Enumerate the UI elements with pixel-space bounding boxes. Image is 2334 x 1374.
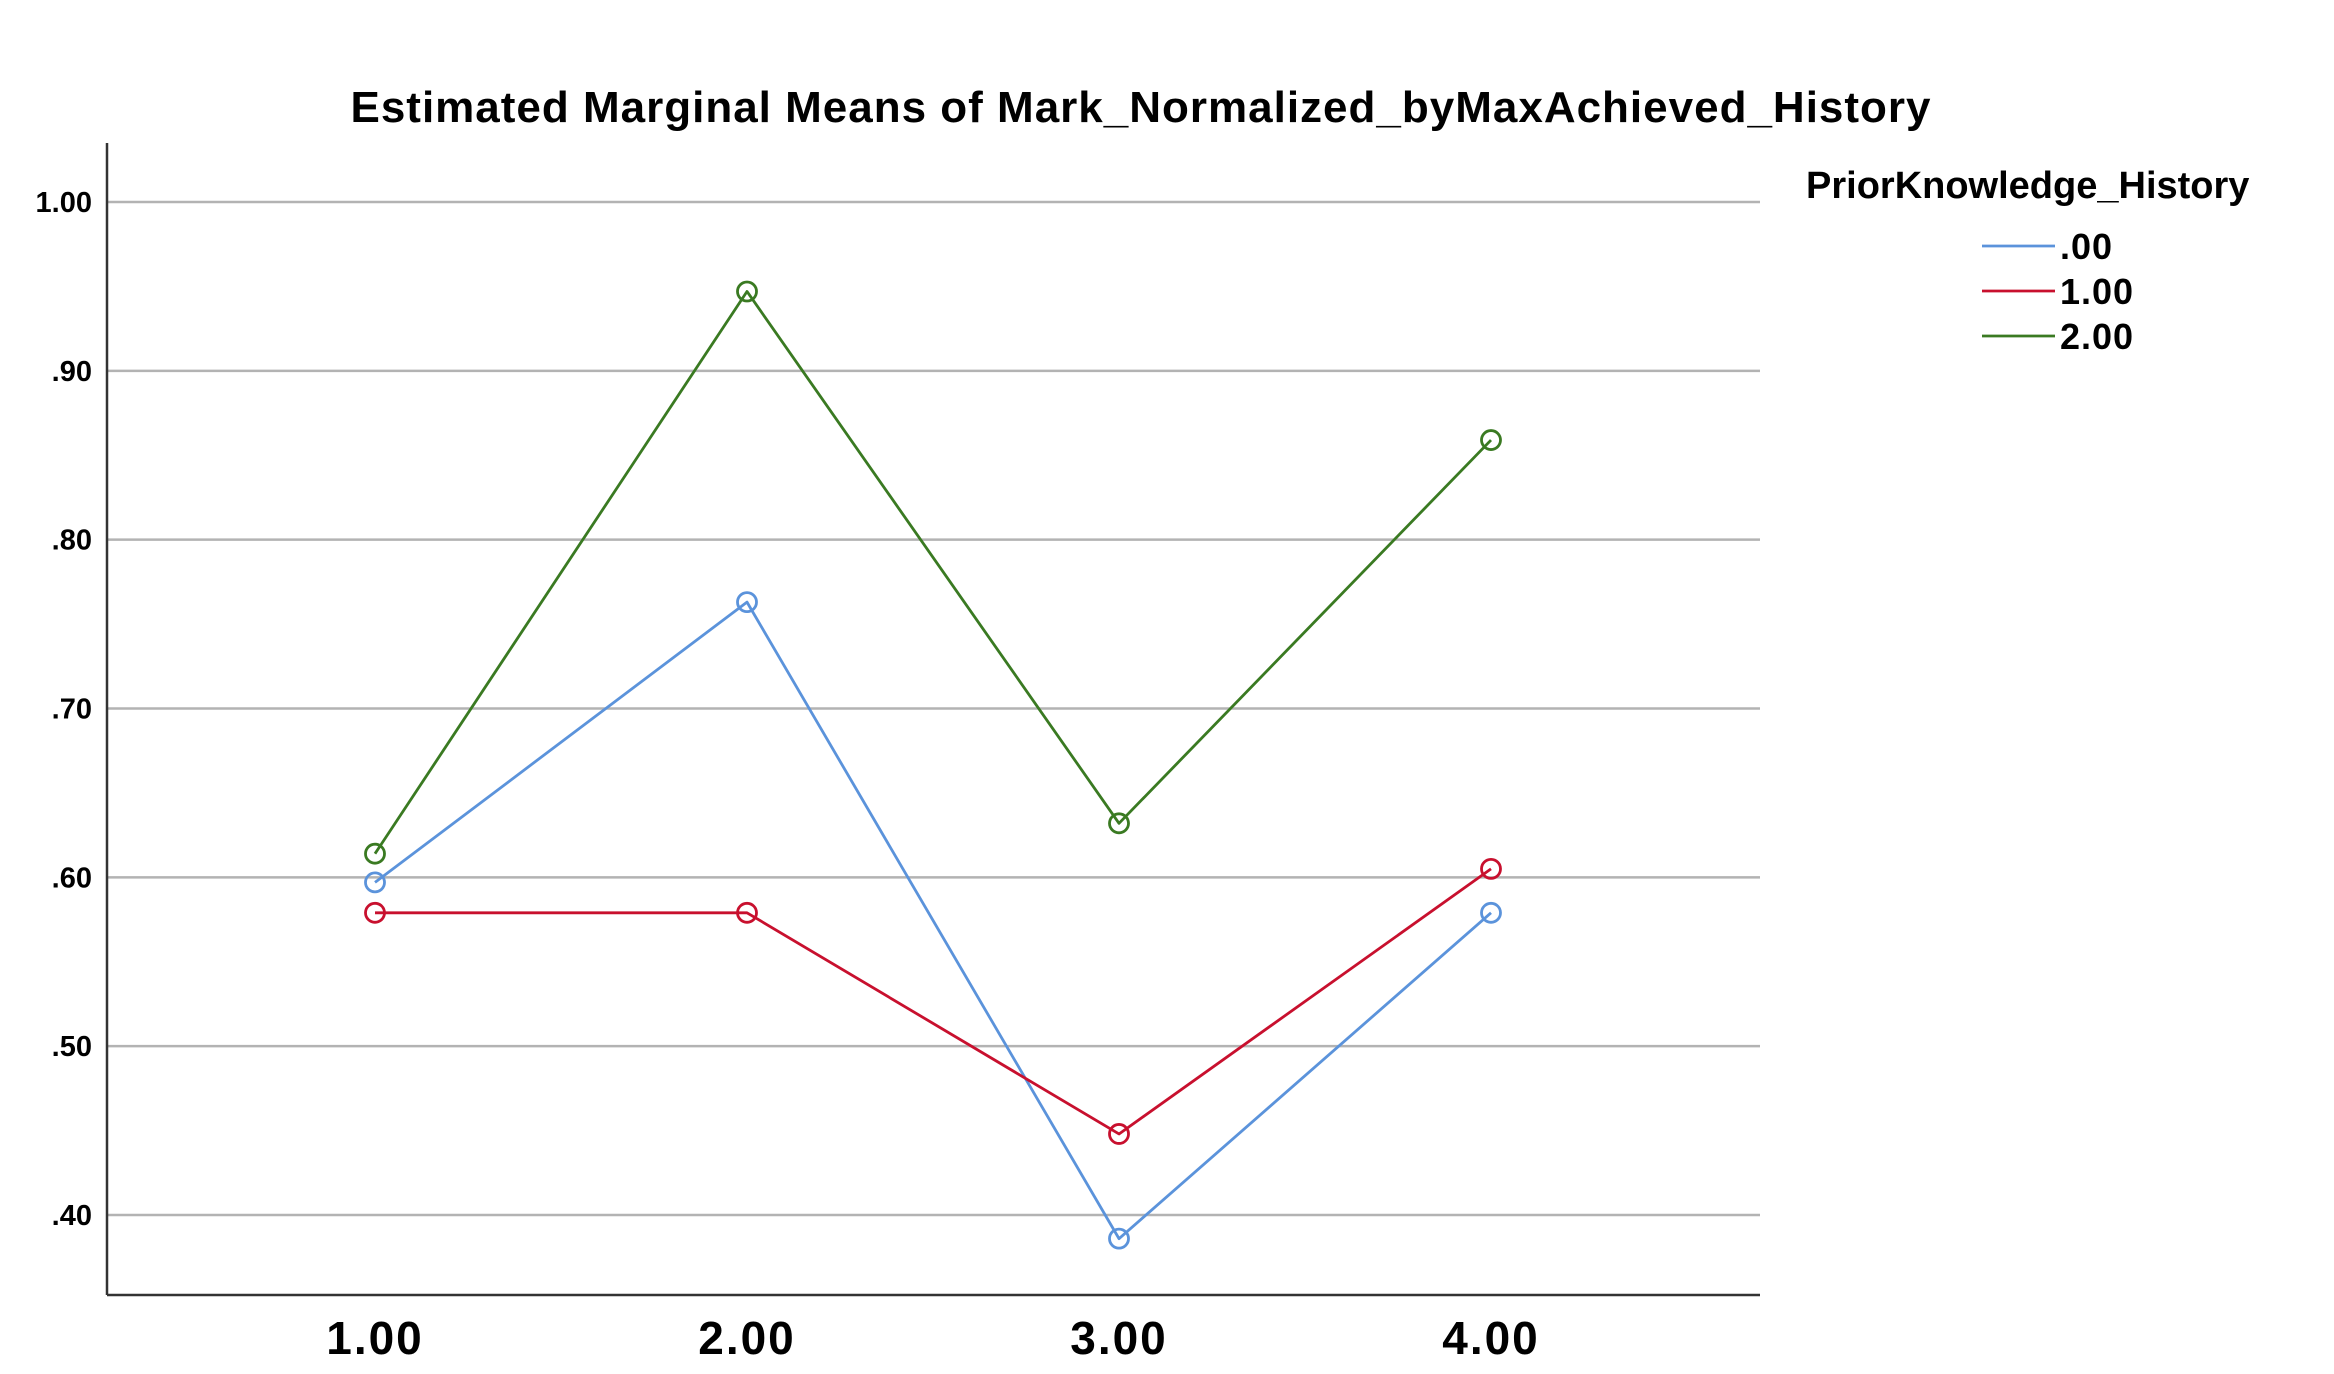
y-tick-label: .70	[52, 694, 92, 726]
data-point	[364, 901, 386, 924]
x-tick-label: 4.00	[1442, 1312, 1540, 1364]
data-point	[1480, 429, 1502, 451]
y-tick-label: 1.00	[36, 187, 92, 219]
gridlines	[107, 200, 1760, 1217]
x-tick-label: 3.00	[1070, 1312, 1168, 1364]
data-point	[736, 591, 758, 614]
data-point	[736, 901, 758, 924]
data-point	[1108, 1227, 1130, 1250]
x-tick-label: 1.00	[326, 1312, 424, 1364]
y-tick-label: .60	[52, 862, 92, 894]
data-point	[1108, 1123, 1130, 1145]
legend-label: 1.00	[2060, 271, 2134, 312]
series-line-1	[375, 867, 1492, 1136]
data-point	[736, 280, 758, 303]
y-tick-label: .80	[52, 525, 92, 557]
axes	[105, 143, 1760, 1297]
y-tick-label: .40	[52, 1200, 92, 1232]
data-point	[364, 871, 386, 894]
series-line-0	[374, 600, 1492, 1241]
y-tick-label: .90	[52, 356, 92, 388]
x-tick-label: 2.00	[698, 1312, 796, 1364]
data-point	[1480, 857, 1502, 880]
data-point	[1108, 812, 1130, 835]
data-point	[364, 842, 386, 865]
y-tick-label: .50	[52, 1031, 92, 1063]
legend-title: PriorKnowledge_History	[1806, 165, 2249, 207]
series-line-2	[373, 290, 1493, 855]
legend: PriorKnowledge_History .001.002.00	[1806, 165, 2249, 357]
legend-label: 2.00	[2060, 316, 2134, 357]
series-lines	[364, 280, 1502, 1250]
y-tick-labels: 1.00 .90 .80 .70 .60 .50 .40	[36, 187, 92, 1232]
chart-title: Estimated Marginal Means of Mark_Normali…	[350, 83, 1931, 132]
x-tick-labels: 1.00 2.00 3.00 4.00	[326, 1312, 1540, 1364]
data-point	[1480, 901, 1502, 924]
legend-label: .00	[2060, 226, 2113, 267]
